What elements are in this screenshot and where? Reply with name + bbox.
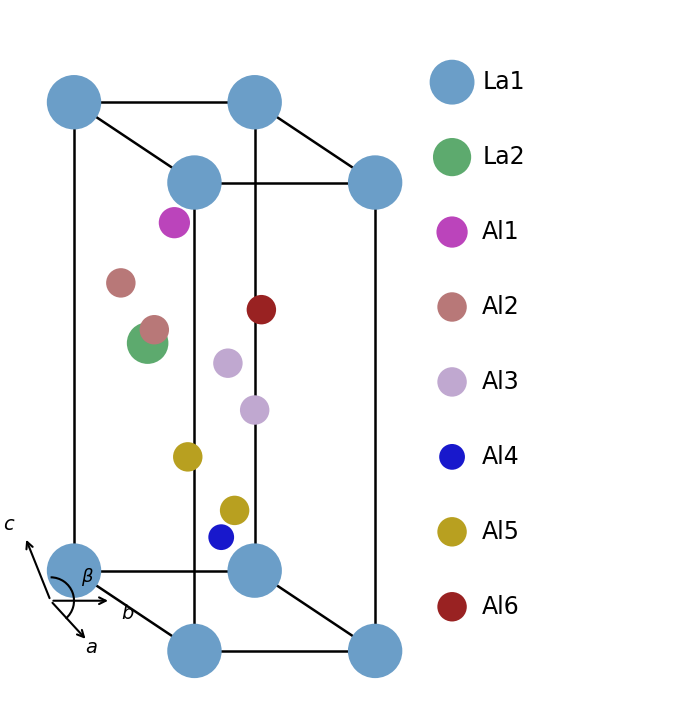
Point xyxy=(216,531,227,543)
Point xyxy=(115,277,126,289)
Point xyxy=(447,526,458,538)
Point xyxy=(369,177,380,188)
Point xyxy=(189,177,200,188)
Point xyxy=(256,304,267,315)
Text: La1: La1 xyxy=(482,70,525,94)
Text: Al6: Al6 xyxy=(482,595,520,619)
Text: a: a xyxy=(85,638,96,657)
Point xyxy=(142,337,153,349)
Point xyxy=(230,505,240,516)
Point xyxy=(183,451,194,463)
Point xyxy=(447,451,458,463)
Point xyxy=(69,565,79,576)
Point xyxy=(447,76,458,88)
Point xyxy=(249,404,260,416)
Point xyxy=(223,357,234,369)
Point xyxy=(369,645,380,657)
Text: c: c xyxy=(3,515,14,535)
Text: Al5: Al5 xyxy=(482,520,520,544)
Point xyxy=(249,96,260,108)
Text: Al3: Al3 xyxy=(482,370,520,394)
Point xyxy=(69,96,79,108)
Point xyxy=(189,645,200,657)
Point xyxy=(149,324,160,335)
Text: $\beta$: $\beta$ xyxy=(81,566,94,588)
Text: La2: La2 xyxy=(482,145,525,169)
Point xyxy=(447,376,458,388)
Point xyxy=(447,601,458,612)
Point xyxy=(447,151,458,163)
Point xyxy=(249,565,260,576)
Text: Al2: Al2 xyxy=(482,295,520,319)
Text: b: b xyxy=(121,604,133,623)
Point xyxy=(169,217,180,228)
Text: Al4: Al4 xyxy=(482,445,520,469)
Text: Al1: Al1 xyxy=(482,220,520,244)
Point xyxy=(447,302,458,313)
Point xyxy=(447,226,458,237)
